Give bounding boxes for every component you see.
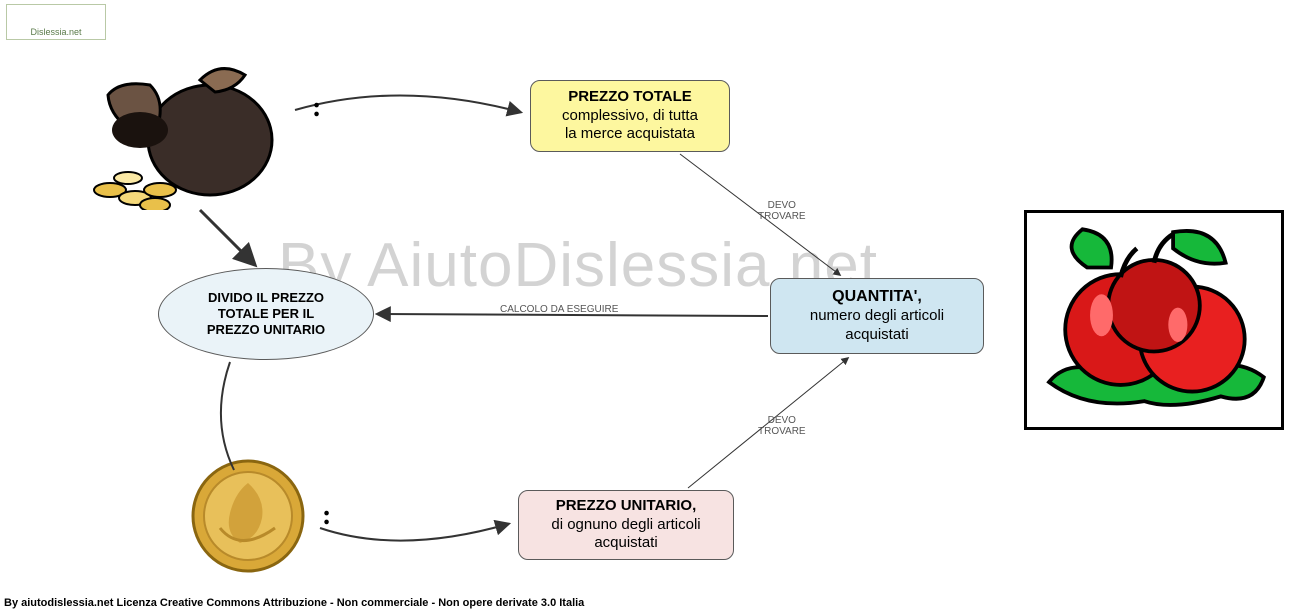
edge-1 <box>200 210 254 264</box>
site-logo: Dislessia.net <box>6 4 106 40</box>
edge-0 <box>295 95 520 112</box>
node-body: DIVIDO IL PREZZO TOTALE PER IL PREZZO UN… <box>207 290 325 339</box>
edge-label-6: CALCOLO DA ESEGUIRE <box>500 304 618 315</box>
gold-coin-illustration <box>190 458 306 574</box>
node-prezzo-totale: PREZZO TOTALEcomplessivo, di tutta la me… <box>530 80 730 152</box>
edge-3 <box>320 524 508 541</box>
node-body: di ognuno degli articoli acquistati <box>551 516 700 554</box>
node-title: PREZZO TOTALE <box>568 88 692 107</box>
division-colon-1: : <box>322 500 331 532</box>
node-title: QUANTITA', <box>832 287 922 307</box>
node-body: numero degli articoli acquistati <box>810 307 944 345</box>
footer-attribution: By aiutodislessia.net Licenza Creative C… <box>4 597 584 609</box>
node-body: complessivo, di tutta la merce acquistat… <box>562 107 698 145</box>
node-quantita: QUANTITA',numero degli articoli acquista… <box>770 278 984 354</box>
diagram-canvas: By AiutoDislessia.net Dislessia.net <box>0 0 1300 611</box>
money-bag-illustration <box>80 50 290 210</box>
node-prezzo-unitario: PREZZO UNITARIO,di ognuno degli articoli… <box>518 490 734 560</box>
apples-illustration <box>1024 210 1284 430</box>
division-colon-0: : <box>312 92 321 124</box>
node-divido: DIVIDO IL PREZZO TOTALE PER IL PREZZO UN… <box>158 268 374 360</box>
edge-label-5: DEVO TROVARE <box>758 415 806 437</box>
edge-label-4: DEVO TROVARE <box>758 200 806 222</box>
edge-2 <box>221 362 234 470</box>
logo-label: Dislessia.net <box>30 27 81 37</box>
node-title: PREZZO UNITARIO, <box>556 497 697 516</box>
